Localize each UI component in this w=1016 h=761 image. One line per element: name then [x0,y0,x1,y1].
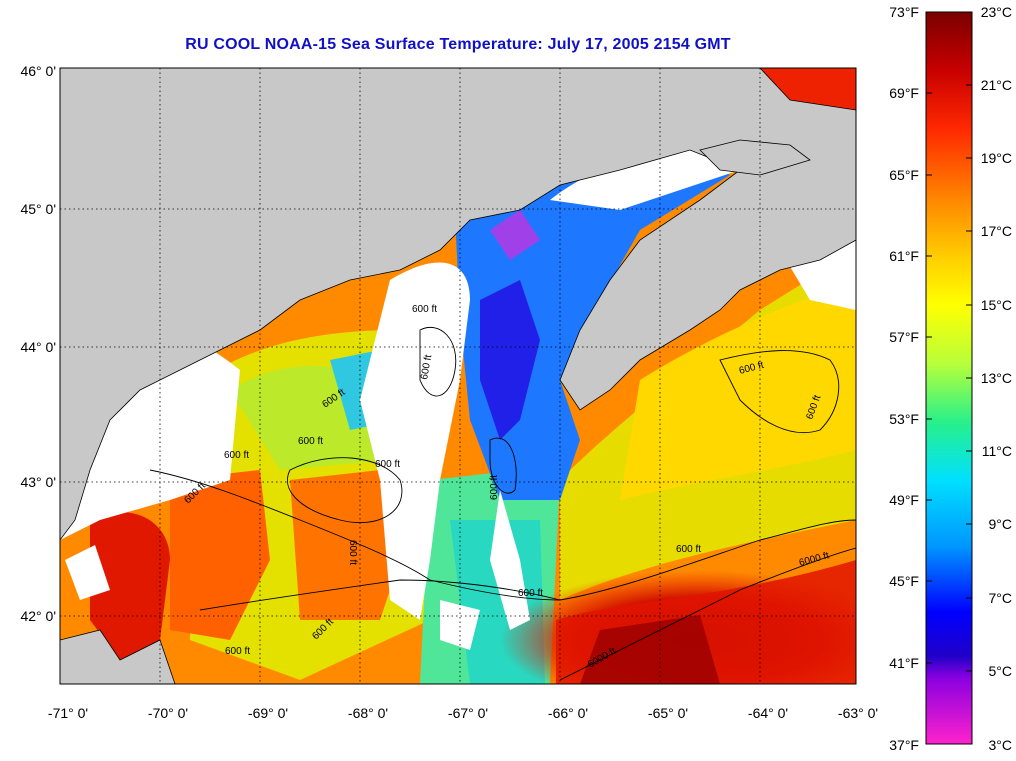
cb-label-f: 45°F [889,573,919,589]
isobath-label: 600 ft [518,588,543,599]
cloud-central [360,262,470,620]
cb-label-f: 73°F [889,4,919,20]
cb-label-f: 61°F [889,248,919,264]
lon-label: -65° 0' [648,705,688,721]
isobath-label: 600 ft [347,540,358,565]
cb-label-c: 11°C [982,443,1012,459]
isobath-600-ne [719,350,840,434]
map-title: RU COOL NOAA-15 Sea Surface Temperature:… [185,36,731,53]
lon-label: -67° 0' [448,705,488,721]
cb-label-c: 17°C [981,223,1012,239]
lon-label: -66° 0' [548,705,588,721]
cb-label-f: 49°F [889,492,919,508]
lat-label: 44° 0' [20,339,56,355]
lat-label: 42° 0' [20,608,56,624]
isobaths [149,326,856,681]
isobath-600-central [419,326,457,397]
cb-label-c: 19°C [981,150,1012,166]
isobath-600-georges [199,579,561,611]
graticule [60,68,856,684]
map-frame [59,67,857,685]
cb-label-c: 7°C [989,590,1013,606]
cb-label-f: 37°F [889,737,919,753]
isobath-label: 600 ft [412,304,437,315]
sst-yellow-band [620,280,856,500]
lat-label: 46° 0' [20,63,56,79]
isobath-600-fundy [489,437,517,494]
isobath-label: 600 ft [298,436,323,447]
cb-label-f: 69°F [889,85,919,101]
sst-warm-ne [760,68,856,110]
cb-label-f: 65°F [889,167,919,183]
cb-label-c: 23°C [981,4,1012,20]
sst-warm-west [170,470,270,640]
sst-purple-patch [490,210,540,260]
cb-label-f: 53°F [889,411,919,427]
cb-label-c: 21°C [981,77,1012,93]
cb-label-f: 57°F [889,329,919,345]
isobath-label: 600 ft [676,544,701,555]
cb-label-c: 15°C [981,297,1012,313]
lon-label: -64° 0' [748,705,788,721]
isobath-label: 600 ft [375,459,400,470]
cloud-fundy [550,140,740,210]
lon-label: -63° 0' [838,705,878,721]
sst-gulfstream-hot [580,615,720,684]
colorbar-scale [925,11,973,745]
sst-cold-core [480,280,540,440]
lat-axis: 46° 0' 45° 0' 44° 0' 43° 0' 42° 0' [20,63,56,624]
lat-label: 45° 0' [20,201,56,217]
lat-label: 43° 0' [20,474,56,490]
isobath-600-basin [287,457,403,524]
cb-label-c: 5°C [989,663,1013,679]
lon-axis: -71° 0' -70° 0' -69° 0' -68° 0' -67° 0' … [48,705,878,721]
isobath-label: 600 ft [225,646,250,657]
lon-label: -69° 0' [248,705,288,721]
cb-label-c: 3°C [989,737,1013,753]
land-fundy-shore [699,139,811,176]
cb-label-c: 9°C [989,516,1013,532]
colorbar-fahrenheit: 73°F 69°F 65°F 61°F 57°F 53°F 49°F 45°F … [889,4,919,753]
isobath-label: 600 ft [224,450,249,461]
cloud-patch [440,600,480,650]
sst-warm-capecod [90,512,170,660]
colorbar-ticks [926,11,972,672]
colorbar-celsius: 23°C 21°C 19°C 17°C 15°C 13°C 11°C 9°C 7… [981,4,1012,753]
lon-label: -70° 0' [148,705,188,721]
isobath-600-shelf [149,469,856,601]
isobath-label: 600 ft [419,354,434,381]
isobath-label: 600 ft [489,475,500,500]
lon-label: -68° 0' [348,705,388,721]
cb-label-c: 13°C [981,370,1012,386]
cb-label-f: 41°F [889,655,919,671]
isobath-6000 [559,547,856,681]
lon-label: -71° 0' [48,705,88,721]
cloud-cape [65,545,110,600]
